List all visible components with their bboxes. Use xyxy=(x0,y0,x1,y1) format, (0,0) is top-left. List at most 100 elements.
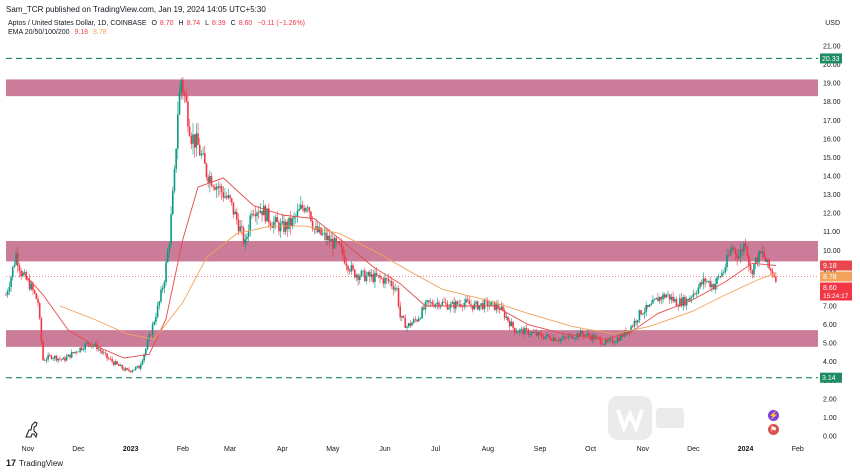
candle-body xyxy=(340,244,343,248)
candle-body xyxy=(293,216,295,219)
candle-body xyxy=(198,144,201,156)
y-tick-label: 19.00 xyxy=(823,81,841,88)
candle-body xyxy=(330,238,332,242)
ema-line-ema-50 xyxy=(59,225,777,340)
candle-body xyxy=(210,175,213,187)
candle-body xyxy=(40,318,43,342)
candle-body xyxy=(532,332,535,333)
candle-body xyxy=(406,326,408,328)
candle-body xyxy=(89,344,92,347)
candle-body xyxy=(663,294,666,298)
candle-body xyxy=(101,350,103,353)
candle-body xyxy=(305,208,307,212)
candle-body xyxy=(770,268,772,271)
candle-body xyxy=(91,345,93,347)
tradingview-logo[interactable]: 17 TradingView xyxy=(6,458,63,468)
y-tick-label: 18.00 xyxy=(823,99,841,106)
candle-body xyxy=(234,211,236,215)
candle-body xyxy=(547,334,550,337)
y-tick-label: 7.00 xyxy=(823,304,837,311)
candle-body xyxy=(625,330,627,335)
candle-body xyxy=(77,351,80,353)
candle-body xyxy=(113,361,115,365)
candle-body xyxy=(20,270,22,277)
candle-body xyxy=(262,205,265,216)
low-label: L xyxy=(205,20,210,27)
candle-body xyxy=(455,301,457,309)
candle-body xyxy=(348,270,351,272)
candle-body xyxy=(42,341,44,361)
candle-body xyxy=(596,336,599,338)
candle-body xyxy=(345,263,348,266)
y-tick-label: 10.00 xyxy=(823,248,841,255)
supply-demand-zone xyxy=(6,330,818,347)
x-tick-label: Jul xyxy=(431,446,440,453)
candle-body xyxy=(662,294,664,300)
candle-body xyxy=(515,332,518,334)
candle-body xyxy=(724,267,727,273)
candle-body xyxy=(463,303,466,307)
level-price-tag xyxy=(820,53,842,64)
candle-body xyxy=(641,313,644,315)
candle-body xyxy=(364,270,366,282)
candle-body xyxy=(675,299,678,306)
candle-body xyxy=(451,302,454,304)
y-tick-label: 4.00 xyxy=(823,359,837,366)
candle-body xyxy=(709,280,711,288)
y-tick-label: 0.00 xyxy=(823,434,837,441)
candle-body xyxy=(62,357,65,360)
lightning-icon[interactable]: ⚡ xyxy=(768,410,779,421)
candle-body xyxy=(512,321,514,328)
candle-body xyxy=(69,354,71,358)
x-tick-label: Nov xyxy=(637,446,650,453)
candle-body xyxy=(503,310,506,318)
flag-icon[interactable]: ⚑ xyxy=(768,424,779,435)
x-tick-label: Mar xyxy=(224,446,237,453)
candle-body xyxy=(497,304,499,309)
candle-body xyxy=(209,175,211,183)
candle-body xyxy=(581,331,583,335)
candle-body xyxy=(535,332,538,336)
candle-body xyxy=(27,279,29,281)
candle-body xyxy=(562,336,565,339)
close-label: C xyxy=(230,20,236,27)
close-number: 8.60 xyxy=(238,20,253,27)
candle-body xyxy=(163,282,166,288)
candle-body xyxy=(13,264,16,268)
candle-body xyxy=(102,352,105,354)
candle-body xyxy=(621,334,624,337)
candle-body xyxy=(257,212,260,214)
candle-body xyxy=(10,277,12,288)
candle-body xyxy=(456,301,459,305)
dinosaur-icon[interactable] xyxy=(22,418,44,440)
candle-body xyxy=(23,272,26,274)
candle-body xyxy=(525,328,528,330)
candle-body xyxy=(599,338,602,344)
level-price-tag-label: 3.14 xyxy=(822,375,836,382)
candle-body xyxy=(195,133,198,148)
candle-body xyxy=(554,337,556,341)
candle-body xyxy=(390,281,393,286)
candle-body xyxy=(64,357,66,361)
ema-long-value: 8.78 xyxy=(93,29,107,36)
candle-body xyxy=(396,288,398,289)
candle-body xyxy=(604,339,607,345)
candle-body xyxy=(571,334,573,339)
candle-body xyxy=(197,133,199,145)
candle-body xyxy=(652,299,654,304)
candle-body xyxy=(583,334,585,337)
candle-body xyxy=(155,317,157,322)
candle-body xyxy=(714,283,717,290)
candle-body xyxy=(633,320,636,327)
candle-body xyxy=(86,342,88,344)
candle-body xyxy=(394,288,396,290)
candle-body xyxy=(65,356,68,361)
candle-body xyxy=(203,153,206,164)
candle-body xyxy=(684,296,686,306)
candle-body xyxy=(483,300,486,309)
supply-demand-zone xyxy=(6,79,818,97)
candle-body xyxy=(773,275,775,277)
candle-body xyxy=(674,299,676,302)
currency-label[interactable]: USD xyxy=(825,20,840,27)
